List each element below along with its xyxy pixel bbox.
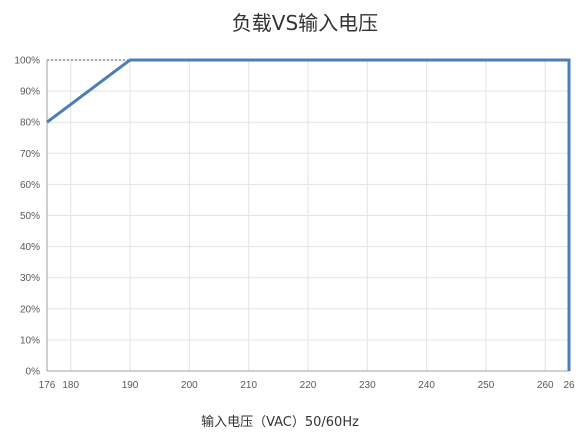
y-tick-label: 0% xyxy=(26,367,41,378)
series-layer xyxy=(46,58,571,372)
y-tick-label: 80% xyxy=(20,118,40,129)
y-tick-label: 20% xyxy=(20,304,40,315)
x-tick-label: 240 xyxy=(418,380,435,391)
x-axis-label: 输入电压（VAC）50/60Hz xyxy=(201,414,359,430)
grid xyxy=(46,59,570,372)
y-tick-label: 40% xyxy=(20,242,40,253)
y-tick-labels: 0% 10% 20% 30% 40% 50% 60% 70% 80% 90% 100% xyxy=(14,56,40,378)
x-tick-label: 250 xyxy=(478,380,495,391)
y-tick-label: 90% xyxy=(20,87,40,98)
y-tick-label: 50% xyxy=(20,211,40,222)
chart-title: 负载VS输入电压 xyxy=(232,11,378,35)
x-tick-label: 176 xyxy=(39,380,56,391)
y-tick-label: 70% xyxy=(20,149,40,160)
y-tick-label: 100% xyxy=(14,56,40,67)
x-tick-label: 260 xyxy=(537,380,554,391)
x-tick-label: 200 xyxy=(181,380,198,391)
x-tick-label: 220 xyxy=(300,380,317,391)
y-tick-label: 30% xyxy=(20,273,40,284)
x-tick-label: 230 xyxy=(359,380,376,391)
y-tick-label: 60% xyxy=(20,180,40,191)
x-tick-label: 26 xyxy=(563,380,575,391)
x-tick-label: 180 xyxy=(62,380,79,391)
series-line xyxy=(46,58,571,371)
y-tick-label: 10% xyxy=(20,335,40,346)
x-tick-labels: 176 180 190 200 210 220 230 240 250 260 26 xyxy=(39,380,575,391)
x-tick-label: 190 xyxy=(122,380,139,391)
x-tick-label: 210 xyxy=(240,380,257,391)
